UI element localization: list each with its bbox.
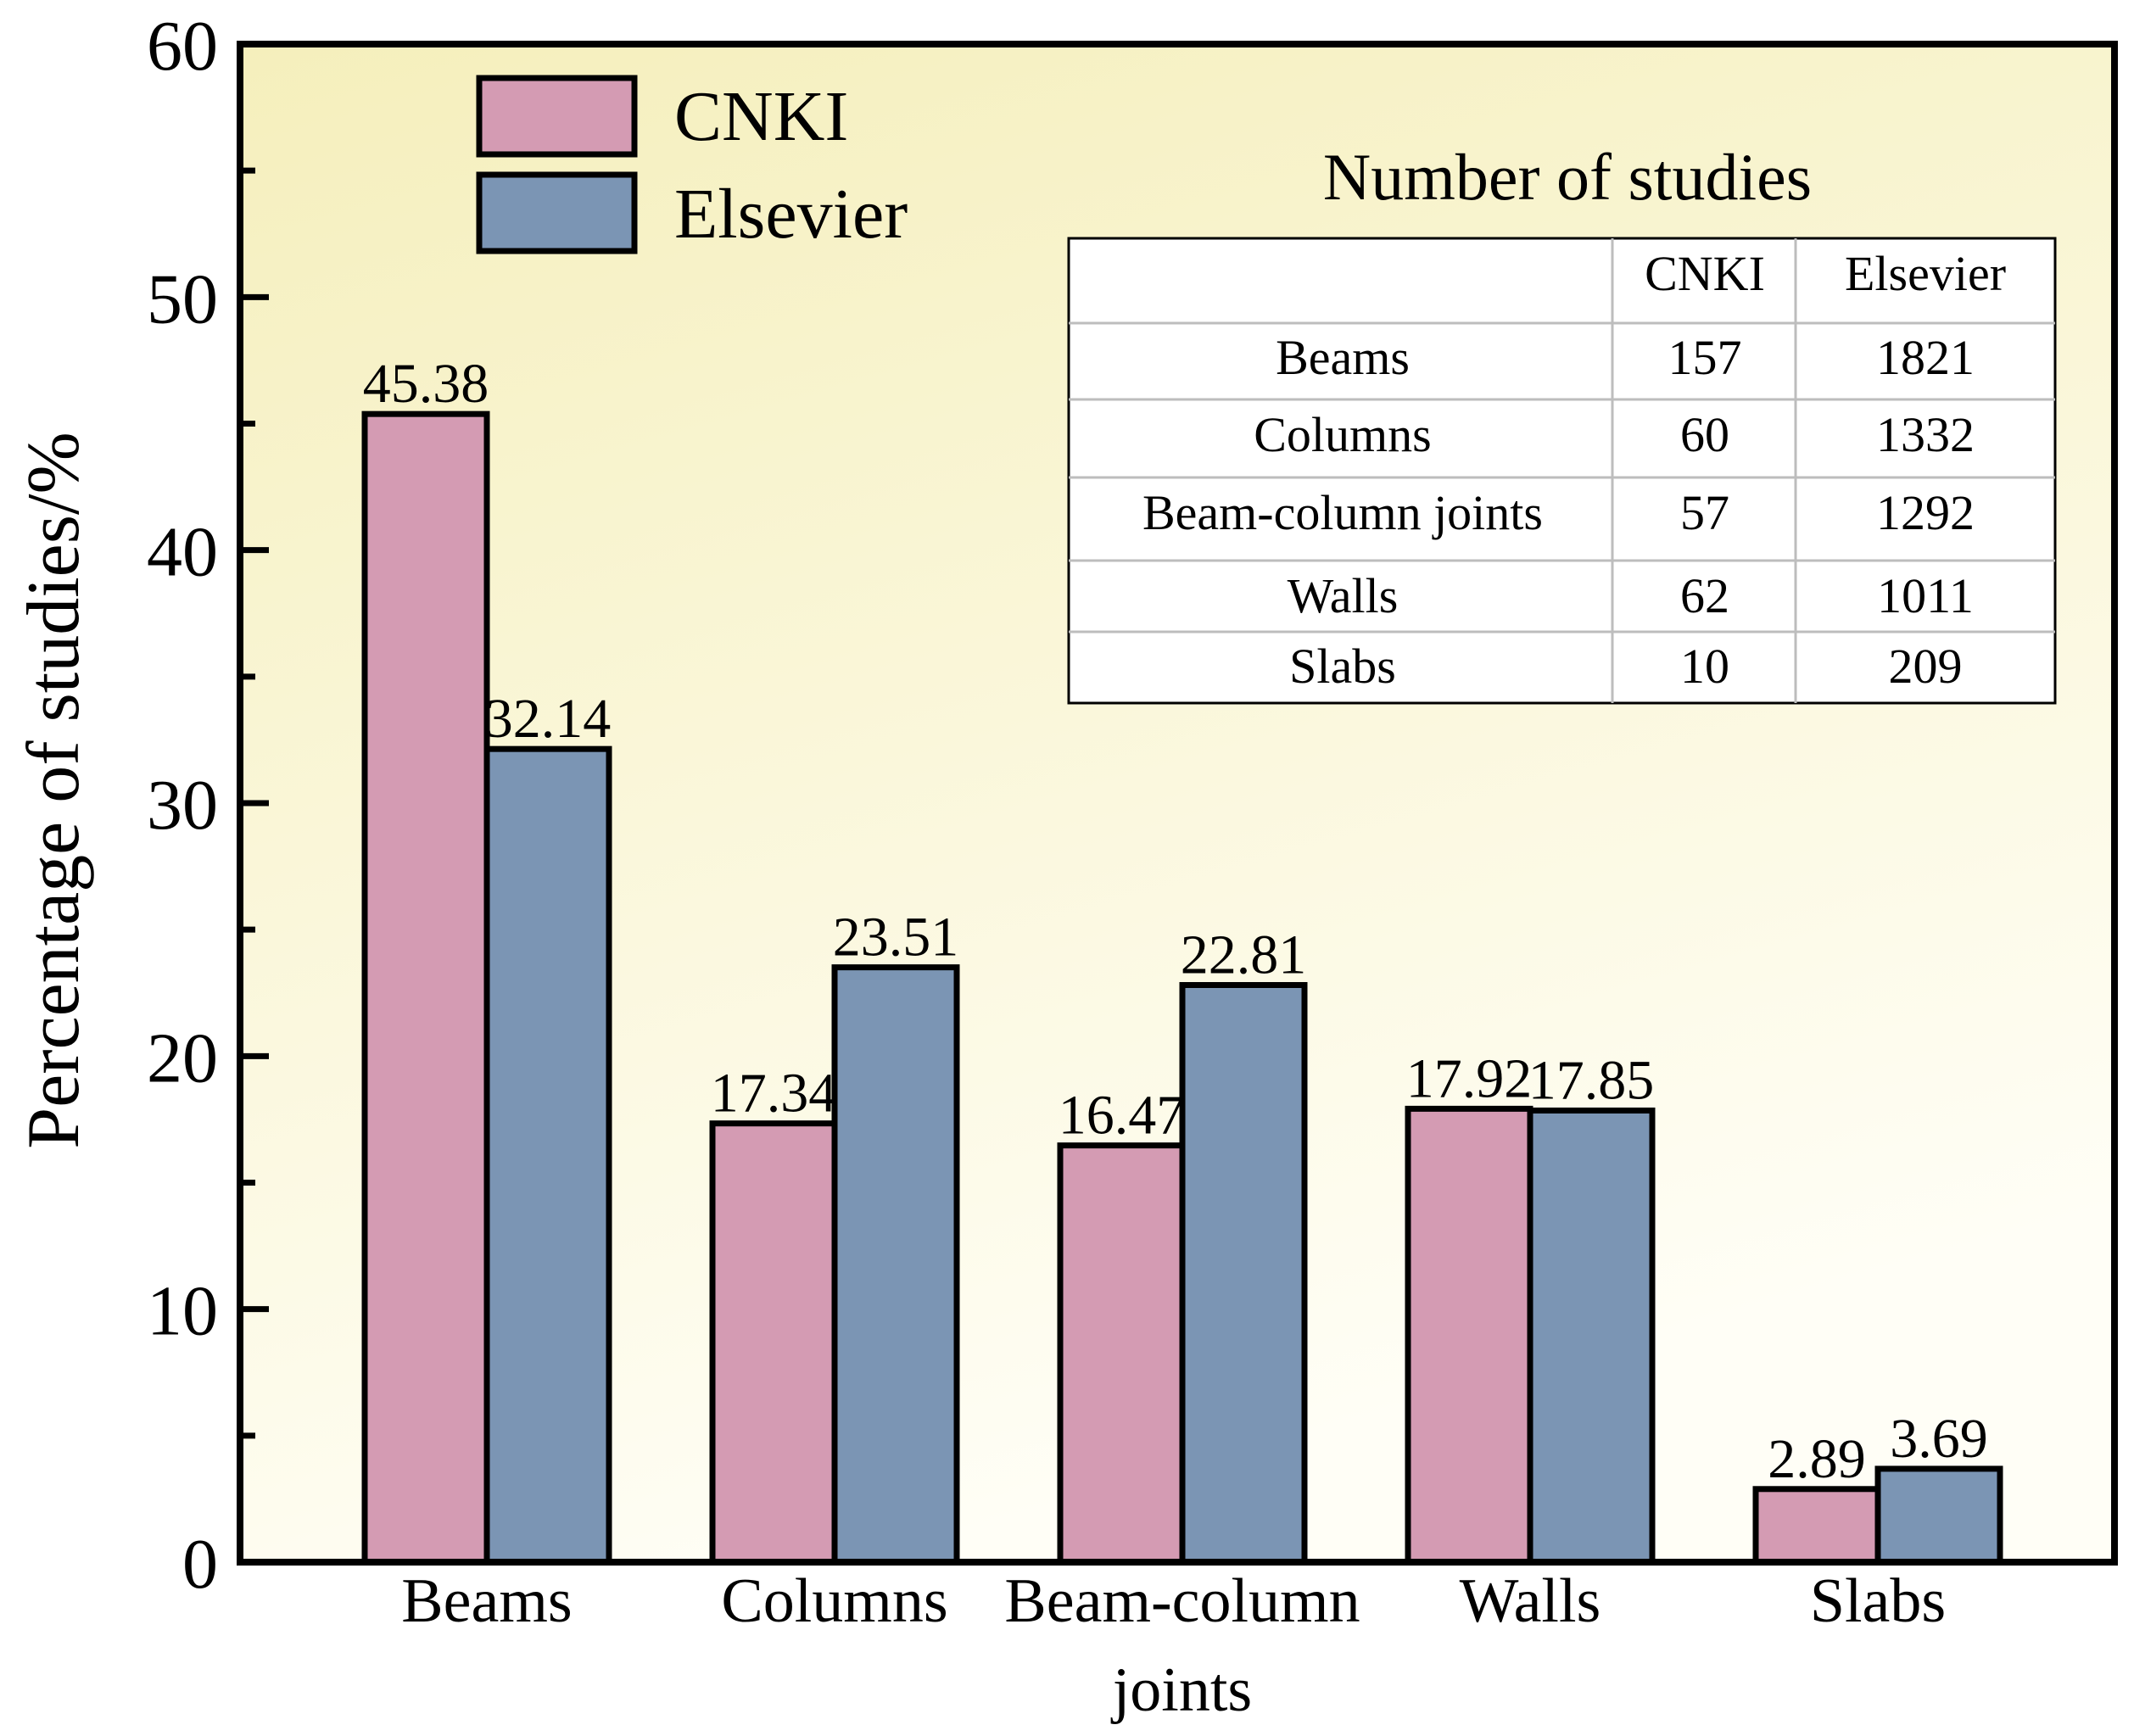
data-label-elsevier-beams: 32.14: [485, 688, 612, 750]
number-of-studies-table: Number of studies CNKI Elsevier Beams 15…: [1067, 140, 2057, 705]
bar-elsevier-walls: [1527, 1107, 1656, 1566]
table-header-cnki: CNKI: [1645, 246, 1765, 301]
table-row-slabs-label: Slabs: [1289, 639, 1396, 694]
table-row-joints-elsevier: 1292: [1876, 485, 1975, 540]
y-tick-label-20: 20: [147, 1019, 218, 1097]
data-label-elsevier-beam-column-joints: 22.81: [1181, 924, 1307, 986]
x-tick-label-walls: Walls: [1460, 1566, 1601, 1636]
legend-swatch-elsevier: [476, 171, 638, 254]
data-label-cnki-columns: 17.34: [711, 1063, 837, 1125]
table-row-columns-label: Columns: [1254, 407, 1432, 462]
x-tick-label-beams: Beams: [401, 1566, 572, 1636]
table-row-slabs-elsevier: 209: [1889, 639, 1963, 694]
data-label-cnki-beams: 45.38: [363, 353, 489, 415]
x-tick-label-columns: Columns: [721, 1566, 947, 1636]
plot-frame: [237, 41, 2118, 1566]
data-label-elsevier-walls: 17.85: [1528, 1049, 1655, 1111]
bar-elsevier-beam-column-joints: [1179, 982, 1308, 1566]
bar-cnki-walls: [1405, 1105, 1533, 1566]
table-gridlines: [1069, 238, 2055, 703]
y-tick-label-10: 10: [147, 1272, 218, 1351]
table-row-columns-cnki: 60: [1680, 407, 1729, 462]
table-row-walls-cnki: 62: [1680, 568, 1729, 623]
y-tick-label-0: 0: [182, 1525, 218, 1604]
table-row-joints-cnki: 57: [1680, 485, 1729, 540]
bar-cnki-slabs: [1752, 1486, 1881, 1566]
bar-cnki-beams: [361, 410, 490, 1566]
table-row-beams-cnki: 157: [1668, 330, 1742, 385]
data-label-cnki-slabs: 2.89: [1768, 1428, 1866, 1490]
table-row-joints-label: Beam-column joints: [1142, 485, 1543, 540]
legend-label-elsevier: Elsevier: [674, 175, 908, 254]
bar-cnki-beam-column-joints: [1057, 1142, 1186, 1566]
bars-layer: [361, 410, 2003, 1566]
table-row-walls-elsevier: 1011: [1877, 568, 1974, 623]
table-row-beams-label: Beams: [1276, 330, 1410, 385]
table-row-columns-elsevier: 1332: [1876, 407, 1975, 462]
legend-swatch-cnki: [476, 75, 638, 158]
y-axis-ticks: 0 10 20 30 40 50 60: [147, 7, 269, 1604]
table-header-elsevier: Elsevier: [1845, 246, 2006, 301]
x-axis-category-labels: Beams Columns Beam-column joints Walls Slabs: [401, 1566, 1946, 1725]
legend-label-cnki: CNKI: [674, 77, 848, 156]
x-tick-label-beam-column-joints: Beam-column joints: [1004, 1566, 1360, 1725]
data-label-cnki-beam-column-joints: 16.47: [1059, 1085, 1185, 1147]
data-labels-layer: 45.38 32.14 17.34 23.51 16.47 22.81 17.9217.85…: [363, 353, 1988, 1490]
data-label-elsevier-slabs: 3.69: [1890, 1408, 1988, 1470]
table-row-slabs-cnki: 10: [1680, 639, 1729, 694]
table-title: Number of studies: [1323, 140, 1812, 214]
table-row-beams-elsevier: 1821: [1876, 330, 1975, 385]
bar-cnki-columns: [709, 1120, 838, 1566]
bar-elsevier-columns: [831, 964, 960, 1566]
y-tick-label-50: 50: [147, 260, 218, 338]
bar-elsevier-slabs: [1874, 1465, 2003, 1566]
y-tick-label-30: 30: [147, 766, 218, 845]
data-label-cnki-walls: 17.92: [1406, 1047, 1533, 1109]
data-label-elsevier-columns: 23.51: [833, 907, 959, 968]
legend: CNKI Elsevier: [476, 75, 908, 254]
y-tick-label-40: 40: [147, 513, 218, 592]
table-frame: [1067, 237, 2057, 705]
table-row-walls-label: Walls: [1288, 568, 1399, 623]
bar-elsevier-beams: [483, 745, 612, 1566]
y-tick-label-60: 60: [147, 7, 218, 86]
y-axis-label: Percentage of studies/%: [13, 432, 95, 1149]
x-tick-label-slabs: Slabs: [1810, 1566, 1946, 1636]
